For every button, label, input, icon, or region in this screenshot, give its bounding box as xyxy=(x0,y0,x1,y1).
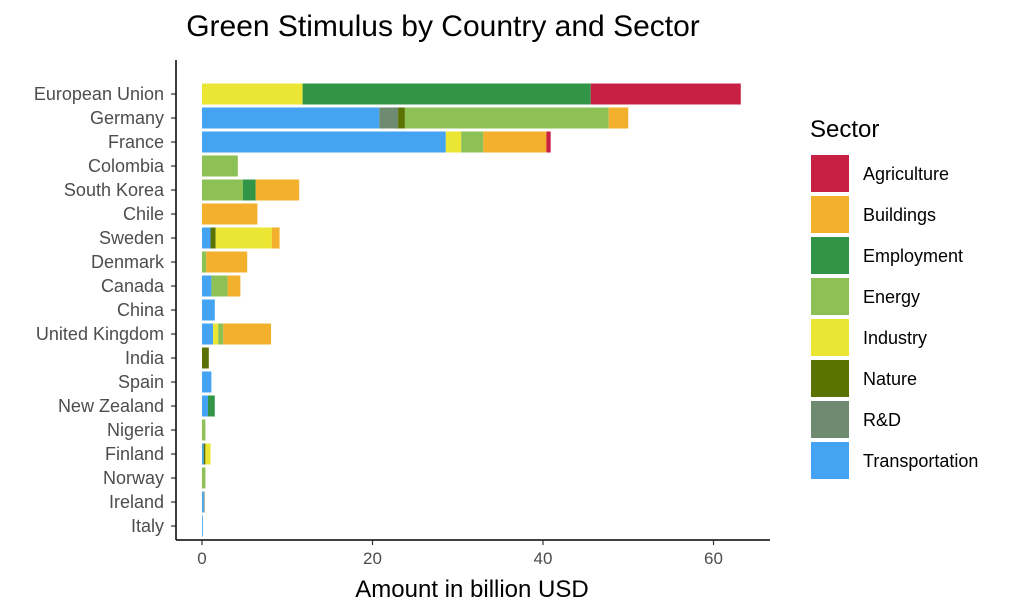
legend-label-nature: Nature xyxy=(863,369,917,389)
y-tick-label: Colombia xyxy=(88,156,165,176)
y-tick-label: Spain xyxy=(118,372,164,392)
bar-ireland-r-d xyxy=(203,491,205,513)
bar-canada-energy xyxy=(211,275,228,297)
bar-chile-buildings xyxy=(202,203,258,225)
bar-germany-nature xyxy=(398,107,405,129)
bar-denmark-energy xyxy=(202,251,207,273)
bar-canada-buildings xyxy=(227,275,241,297)
chart-title: Green Stimulus by Country and Sector xyxy=(186,10,700,43)
bar-germany-energy xyxy=(404,107,609,129)
bar-finland-transportation xyxy=(202,443,204,465)
legend-key-industry xyxy=(811,319,849,356)
bar-united-kingdom-buildings xyxy=(223,323,272,345)
y-tick-label: United Kingdom xyxy=(36,324,164,344)
bar-european-union-agriculture xyxy=(590,83,741,105)
bar-germany-r-d xyxy=(379,107,399,129)
legend-key-agriculture xyxy=(811,155,849,192)
bar-sweden-buildings xyxy=(271,227,280,249)
bar-new-zealand-transportation xyxy=(202,395,208,417)
x-tick-label: 40 xyxy=(534,549,553,568)
y-tick-label: Finland xyxy=(105,444,164,464)
y-tick-label: Sweden xyxy=(99,228,164,248)
legend-label-employment: Employment xyxy=(863,246,963,266)
legend-label-r-d: R&D xyxy=(863,410,901,430)
bar-china-transportation xyxy=(202,299,215,321)
bar-sweden-transportation xyxy=(202,227,211,249)
y-tick-label: France xyxy=(108,132,164,152)
y-tick-label: China xyxy=(117,300,165,320)
bar-south-korea-buildings xyxy=(255,179,300,201)
bars-layer xyxy=(202,83,741,537)
x-tick-label: 60 xyxy=(704,549,723,568)
legend-label-buildings: Buildings xyxy=(863,205,936,225)
bar-european-union-employment xyxy=(302,83,591,105)
bar-germany-buildings xyxy=(608,107,629,129)
bar-spain-transportation xyxy=(202,371,212,393)
y-tick-label: Nigeria xyxy=(107,420,165,440)
legend-key-transportation xyxy=(811,442,849,479)
bar-france-industry xyxy=(445,131,462,153)
bar-finland-industry xyxy=(205,443,211,465)
bar-united-kingdom-energy xyxy=(218,323,224,345)
y-tick-label: Italy xyxy=(131,516,164,536)
bar-italy-transportation xyxy=(202,515,203,537)
x-axis-title: Amount in billion USD xyxy=(355,576,588,603)
bar-germany-transportation xyxy=(202,107,380,129)
y-tick-label: Denmark xyxy=(91,252,165,272)
bar-new-zealand-employment xyxy=(207,395,215,417)
bar-norway-energy xyxy=(202,467,206,489)
bar-sweden-industry xyxy=(215,227,272,249)
legend-label-transportation: Transportation xyxy=(863,451,978,471)
legend-title: Sector xyxy=(810,116,879,143)
bar-denmark-buildings xyxy=(206,251,248,273)
axes-layer: European Union Germany France Colombia South… xyxy=(34,60,770,568)
legend-key-energy xyxy=(811,278,849,315)
bar-ireland-transportation xyxy=(202,491,204,513)
legend-label-agriculture: Agriculture xyxy=(863,164,949,184)
y-tick-label: Norway xyxy=(103,468,164,488)
bar-france-transportation xyxy=(202,131,446,153)
y-tick-label: India xyxy=(125,348,165,368)
legend-key-nature xyxy=(811,360,849,397)
legend-key-r-d xyxy=(811,401,849,438)
bar-south-korea-energy xyxy=(202,179,243,201)
legend-label-energy: Energy xyxy=(863,287,920,307)
bar-sweden-nature xyxy=(210,227,216,249)
x-tick-label: 0 xyxy=(197,549,206,568)
x-tick-label: 20 xyxy=(363,549,382,568)
legend-label-industry: Industry xyxy=(863,328,927,348)
bar-india-nature xyxy=(202,347,209,369)
bar-finland-nature xyxy=(203,443,206,465)
bar-canada-transportation xyxy=(202,275,212,297)
bar-united-kingdom-industry xyxy=(213,323,219,345)
bar-nigeria-energy xyxy=(202,419,206,441)
bar-france-buildings xyxy=(483,131,547,153)
bar-france-agriculture xyxy=(546,131,551,153)
bar-colombia-energy xyxy=(202,155,238,177)
bar-european-union-industry xyxy=(202,83,303,105)
bar-united-kingdom-transportation xyxy=(202,323,214,345)
bar-south-korea-employment xyxy=(242,179,256,201)
legend-key-employment xyxy=(811,237,849,274)
legend: Sector Agriculture Buildings Employment Ene… xyxy=(810,116,978,479)
y-tick-label: New Zealand xyxy=(58,396,164,416)
y-tick-label: Germany xyxy=(90,108,164,128)
y-tick-label: Chile xyxy=(123,204,164,224)
y-tick-label: European Union xyxy=(34,84,164,104)
y-tick-label: Canada xyxy=(101,276,165,296)
bar-france-energy xyxy=(461,131,484,153)
y-tick-label: Ireland xyxy=(109,492,164,512)
legend-key-buildings xyxy=(811,196,849,233)
y-tick-label: South Korea xyxy=(64,180,165,200)
